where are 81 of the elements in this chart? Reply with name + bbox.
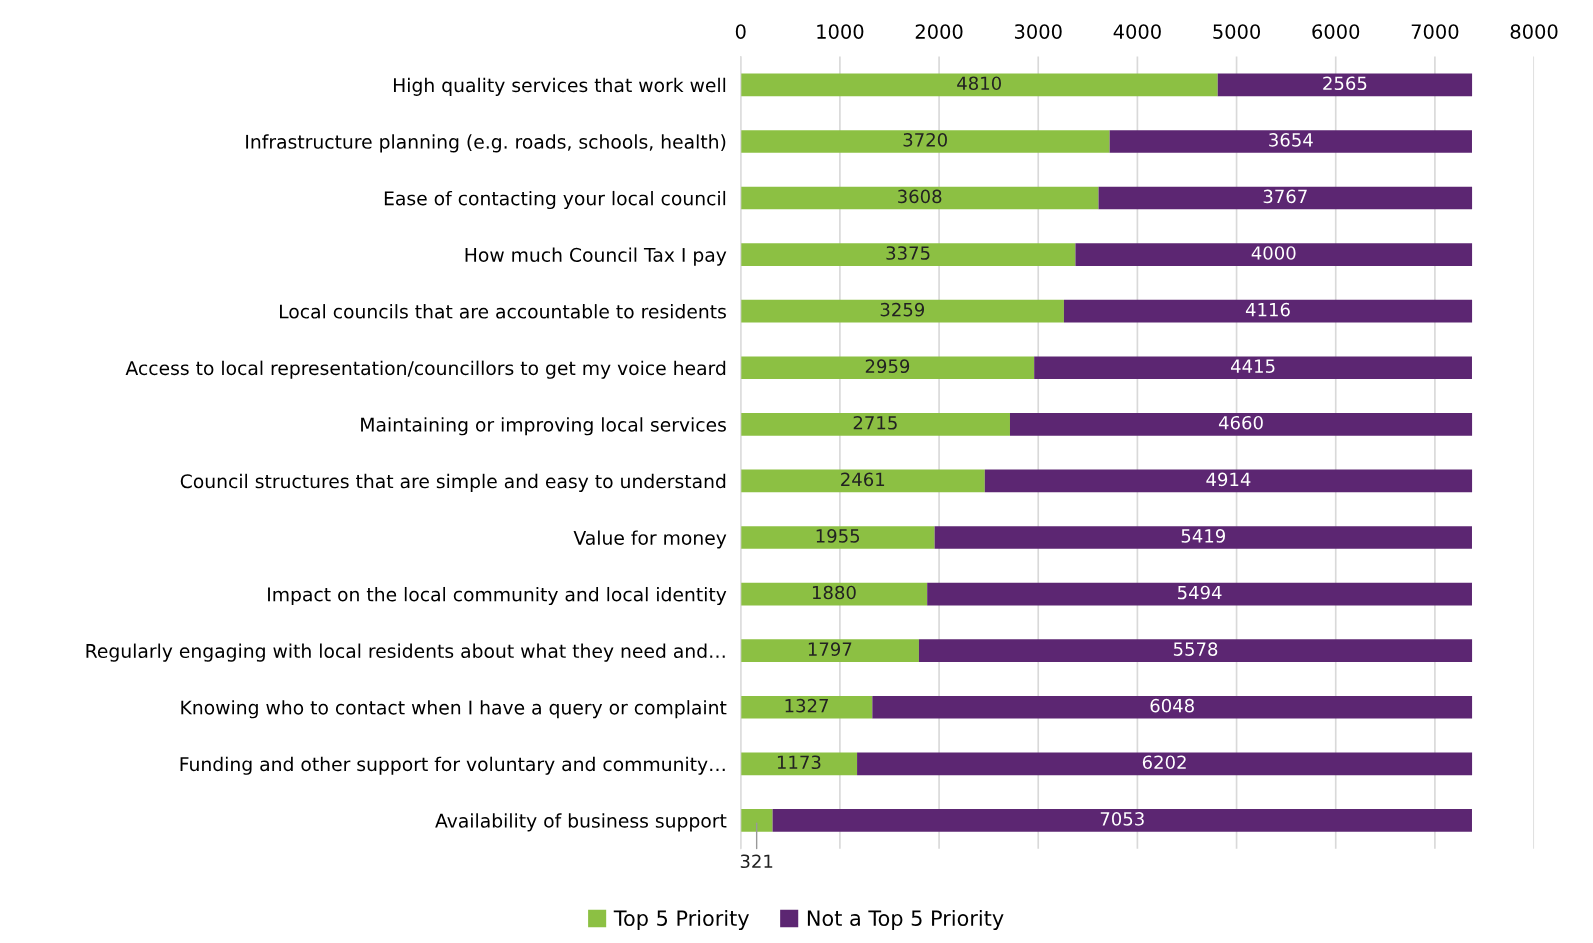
data-label: 2461 bbox=[841, 472, 885, 487]
x-tick-label: 8000 bbox=[1510, 24, 1558, 39]
data-label: 1327 bbox=[785, 698, 828, 713]
y-tick-label: Value for money bbox=[573, 530, 727, 549]
x-tick-label: 3000 bbox=[1014, 24, 1062, 39]
data-label: 3375 bbox=[886, 246, 930, 260]
data-label: 2715 bbox=[853, 415, 897, 430]
bar bbox=[857, 752, 1473, 776]
bar bbox=[1098, 186, 1473, 210]
bar bbox=[740, 413, 1010, 436]
y-tick-label: Council structures that are simple and easy to understand bbox=[180, 473, 726, 492]
x-tick-label: 0 bbox=[735, 24, 746, 39]
y-tick-label: Funding and other support for voluntary and community… bbox=[180, 756, 725, 775]
data-label: 1797 bbox=[808, 642, 852, 656]
bar bbox=[1009, 413, 1473, 436]
data-label: 2565 bbox=[1323, 76, 1367, 91]
bar bbox=[1217, 73, 1473, 97]
y-tick-label: Ease of contacting your local council bbox=[384, 190, 726, 210]
x-tick-label: 2000 bbox=[915, 24, 963, 39]
x-tick-label: 6000 bbox=[1312, 24, 1360, 39]
bar bbox=[927, 582, 1472, 606]
bar bbox=[740, 809, 773, 832]
data-label: 4810 bbox=[957, 76, 1002, 91]
x-tick-label: 5000 bbox=[1213, 24, 1261, 39]
data-label: 2959 bbox=[865, 359, 910, 374]
bar bbox=[740, 130, 1110, 153]
bar bbox=[740, 243, 1076, 266]
data-label: 3654 bbox=[1269, 133, 1313, 147]
y-tick-label: Access to local representation/councillors to get my voice heard bbox=[125, 360, 726, 379]
y-tick-label: Regularly engaging with local residents about what they need and… bbox=[86, 643, 725, 662]
bar bbox=[740, 299, 1064, 323]
data-label: 1880 bbox=[812, 585, 856, 600]
bar bbox=[1075, 243, 1473, 266]
data-label: 4116 bbox=[1245, 302, 1290, 317]
x-tick-label: 1000 bbox=[817, 24, 864, 39]
legend-label: Top 5 Priority bbox=[613, 909, 749, 931]
data-label: 5578 bbox=[1173, 642, 1218, 656]
data-label: 4914 bbox=[1206, 472, 1251, 487]
bar bbox=[740, 582, 928, 606]
bar bbox=[740, 752, 858, 776]
data-label: 3720 bbox=[903, 133, 947, 147]
data-label: 4415 bbox=[1230, 359, 1275, 374]
bar bbox=[740, 469, 985, 493]
bar bbox=[740, 186, 1099, 210]
y-tick-label: Infrastructure planning (e.g. roads, schools, health) bbox=[246, 134, 726, 153]
data-label: 6048 bbox=[1150, 698, 1194, 713]
bar bbox=[872, 695, 1473, 719]
y-tick-label: Impact on the local community and local identity bbox=[268, 586, 727, 606]
bar bbox=[984, 469, 1473, 493]
y-tick-label: Knowing who to contact when I have a query or complaint bbox=[181, 700, 727, 719]
data-label: 5419 bbox=[1181, 529, 1225, 543]
bar bbox=[740, 526, 935, 549]
data-label: 1173 bbox=[777, 755, 821, 770]
bar bbox=[740, 73, 1218, 97]
bar bbox=[934, 526, 1472, 549]
data-label: 3608 bbox=[898, 189, 942, 204]
data-label: 321 bbox=[740, 854, 773, 869]
data-label: 1955 bbox=[816, 529, 860, 543]
bar bbox=[772, 809, 1472, 832]
y-tick-label: How much Council Tax I pay bbox=[465, 247, 727, 266]
y-tick-label: High quality services that work well bbox=[393, 77, 726, 96]
y-tick-label: Maintaining or improving local services bbox=[361, 417, 726, 436]
bar bbox=[1109, 130, 1472, 153]
y-tick-label: Local councils that are accountable to residents bbox=[280, 304, 726, 319]
x-tick-label: 7000 bbox=[1411, 24, 1459, 39]
data-label: 3259 bbox=[880, 302, 925, 317]
bar bbox=[918, 639, 1473, 662]
data-label: 7053 bbox=[1100, 811, 1144, 826]
data-label: 3767 bbox=[1263, 189, 1307, 204]
bar bbox=[1063, 299, 1473, 323]
bar bbox=[1034, 356, 1472, 380]
data-label: 6202 bbox=[1142, 755, 1186, 770]
bar bbox=[740, 356, 1035, 380]
data-label: 5494 bbox=[1178, 585, 1222, 600]
bar bbox=[740, 695, 873, 719]
data-label: 4660 bbox=[1218, 415, 1263, 430]
x-tick-label: 4000 bbox=[1113, 24, 1161, 39]
data-label: 4000 bbox=[1251, 246, 1296, 260]
y-tick-label: Availability of business support bbox=[435, 813, 727, 832]
bar bbox=[740, 639, 919, 662]
legend-label: Not a Top 5 Priority bbox=[807, 909, 1004, 931]
